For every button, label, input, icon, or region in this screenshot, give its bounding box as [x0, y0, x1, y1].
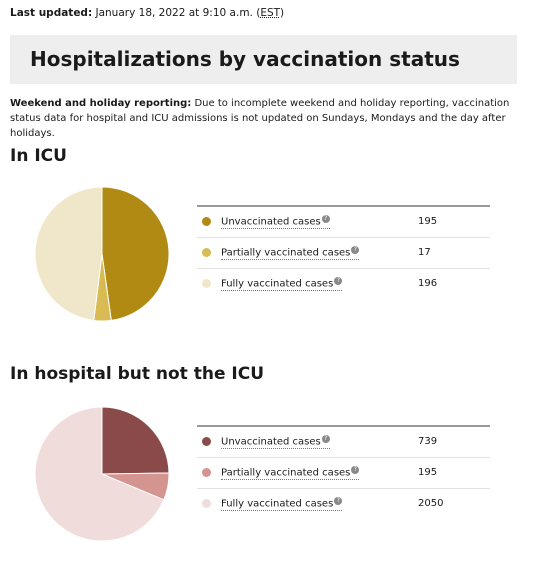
- fully-vaccinated-swatch: [202, 499, 211, 508]
- legend-row-partially-vaccinated: Partially vaccinated cases? 195: [197, 458, 490, 489]
- unvaccinated-slice[interactable]: [101, 186, 170, 321]
- unvaccinated-label[interactable]: Unvaccinated cases?: [221, 435, 330, 450]
- help-icon[interactable]: ?: [351, 466, 360, 474]
- hospital-legend-table: Unvaccinated cases? 739 Partially vaccin…: [197, 425, 490, 519]
- partially-vaccinated-swatch: [202, 468, 211, 477]
- legend-row-fully-vaccinated: Fully vaccinated cases? 196: [197, 269, 490, 299]
- hospital-pie-chart: [34, 406, 170, 542]
- legend-row-unvaccinated: Unvaccinated cases? 195: [197, 207, 490, 238]
- help-icon[interactable]: ?: [321, 435, 330, 443]
- icu-section-title: In ICU: [10, 146, 67, 166]
- help-icon[interactable]: ?: [351, 246, 360, 254]
- last-updated: Last updated: January 18, 2022 at 9:10 a…: [10, 7, 285, 19]
- title-banner: Hospitalizations by vaccination status: [10, 35, 517, 84]
- hospital-section-title: In hospital but not the ICU: [10, 364, 265, 384]
- unvaccinated-swatch: [202, 217, 211, 226]
- partially-vaccinated-label[interactable]: Partially vaccinated cases?: [221, 246, 360, 261]
- timezone-abbr[interactable]: EST: [260, 7, 281, 19]
- icu-pie-chart: [34, 186, 170, 322]
- unvaccinated-swatch: [202, 437, 211, 446]
- fully-vaccinated-swatch: [202, 279, 211, 288]
- icu-legend-table: Unvaccinated cases? 195 Partially vaccin…: [197, 205, 490, 299]
- reporting-note-label: Weekend and holiday reporting:: [10, 98, 192, 109]
- reporting-note: Weekend and holiday reporting: Due to in…: [10, 96, 520, 141]
- help-icon[interactable]: ?: [321, 215, 330, 223]
- fully-vaccinated-label[interactable]: Fully vaccinated cases?: [221, 497, 343, 512]
- unvaccinated-value: 739: [418, 436, 438, 447]
- fully-vaccinated-label[interactable]: Fully vaccinated cases?: [221, 277, 343, 292]
- legend-row-unvaccinated: Unvaccinated cases? 739: [197, 427, 490, 458]
- fully-vaccinated-value: 2050: [418, 498, 444, 509]
- last-updated-label: Last updated:: [10, 7, 93, 19]
- unvaccinated-label[interactable]: Unvaccinated cases?: [221, 215, 330, 230]
- last-updated-value: January 18, 2022 at 9:10 a.m.: [95, 7, 253, 19]
- legend-row-fully-vaccinated: Fully vaccinated cases? 2050: [197, 489, 490, 519]
- help-icon[interactable]: ?: [334, 277, 343, 285]
- partially-vaccinated-value: 17: [418, 247, 431, 258]
- page-title: Hospitalizations by vaccination status: [30, 47, 460, 71]
- unvaccinated-value: 195: [418, 216, 438, 227]
- fully-vaccinated-value: 196: [418, 278, 438, 289]
- fully-vaccinated-slice[interactable]: [34, 406, 165, 542]
- partially-vaccinated-label[interactable]: Partially vaccinated cases?: [221, 466, 360, 481]
- reporting-note-text: Due to incomplete weekend and holiday re…: [10, 98, 510, 139]
- legend-row-partially-vaccinated: Partially vaccinated cases? 17: [197, 238, 490, 269]
- help-icon[interactable]: ?: [334, 497, 343, 505]
- partially-vaccinated-swatch: [202, 248, 211, 257]
- fully-vaccinated-slice[interactable]: [34, 186, 103, 322]
- partially-vaccinated-value: 195: [418, 467, 438, 478]
- unvaccinated-slice[interactable]: [101, 406, 170, 475]
